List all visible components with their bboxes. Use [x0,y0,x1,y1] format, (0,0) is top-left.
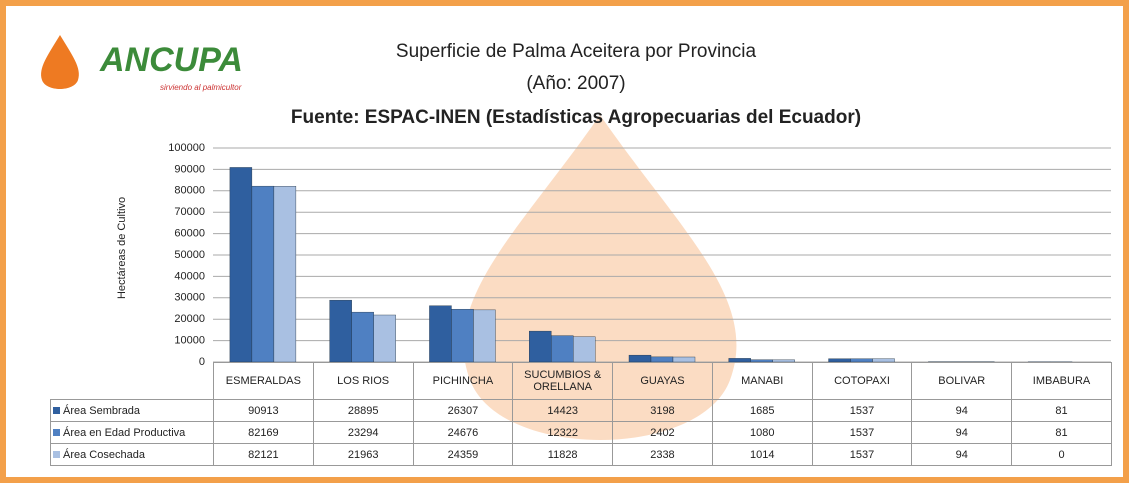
table-value: 1685 [711,399,813,422]
table-value: 90913 [213,399,314,422]
legend-entry: Área Sembrada [50,399,214,422]
y-tick-label: 20000 [174,313,205,325]
bar [551,335,574,363]
bar [429,305,452,363]
y-tick-label: 0 [199,356,205,368]
table-value: 1537 [811,421,913,444]
y-tick-label: 40000 [174,270,205,282]
table-value: 1537 [811,399,913,422]
table-value: 94 [911,399,1013,422]
x-tick-label: BOLIVAR [911,362,1013,400]
table-value: 26307 [412,399,514,422]
x-tick-label: COTOPAXI [811,362,913,400]
table-value: 2338 [612,443,713,466]
chart-title: Superficie de Palma Aceitera por Provinc… [396,41,757,62]
y-tick-label: 80000 [174,185,205,197]
table-value: 2402 [612,421,713,444]
bar [351,311,374,363]
table-value: 11828 [512,443,614,466]
bar [251,185,275,363]
table-value: 23294 [312,421,414,444]
x-tick-label: PICHINCHA [412,362,514,400]
table-value: 14423 [512,399,614,422]
y-tick-label: 90000 [174,163,205,175]
table-value: 0 [1011,443,1112,466]
bar [329,299,352,363]
bar [872,358,895,363]
table-corner [51,363,214,400]
table-value: 81 [1011,421,1112,444]
table-value: 94 [911,421,1013,444]
bar [573,336,596,363]
table-value: 28895 [312,399,414,422]
table-value: 94 [911,443,1013,466]
legend-entry: Área en Edad Productiva [50,421,214,444]
bar [529,330,552,363]
x-tick-label: IMBABURA [1011,362,1112,400]
bar [373,314,396,363]
logo-tagline: sirviendo al palmicultor [160,83,242,92]
bar [451,308,474,363]
bar [672,356,696,363]
y-tick-label: 100000 [168,142,205,154]
table-value: 24676 [412,421,514,444]
chart-source: Fuente: ESPAC-INEN (Estadísticas Agropec… [291,107,861,128]
table-value: 1537 [811,443,913,466]
legend-entry: Área Cosechada [50,443,214,466]
table-value: 3198 [612,399,713,422]
x-tick-label: MANABI [711,362,813,400]
logo-drop [41,35,79,89]
bar [473,309,496,363]
legend-key [53,428,60,436]
x-tick-label: SUCUMBIOS & ORELLANA [512,362,614,400]
y-tick-label: 30000 [174,292,205,304]
bar [273,186,297,363]
y-tick-label: 70000 [174,206,205,218]
table-value: 82169 [213,421,314,444]
bar [229,167,253,363]
x-tick-label: LOS RIOS [312,362,414,400]
table-value: 81 [1011,399,1112,422]
table-value: 1080 [711,421,813,444]
x-tick-label: GUAYAS [612,362,713,400]
x-tick-label: ESMERALDAS [213,362,314,400]
table-value: 82121 [213,443,314,466]
y-tick-label: 10000 [174,335,205,347]
legend-label: Área Sembrada [63,404,141,417]
logo-name: ANCUPA [99,41,243,79]
y-tick-label: 60000 [174,228,205,240]
data-table: ESMERALDAS LOS RIOS PICHINCHA SUCUMBIOS & O… [50,362,1112,466]
table-value: 24359 [412,443,514,466]
legend-key [53,450,60,458]
legend-key [53,406,60,414]
legend-label: Área Cosechada [63,448,145,461]
y-tick-label: 50000 [174,249,205,261]
legend-label: Área en Edad Productiva [63,426,186,439]
bar [628,354,652,363]
chart-subtitle: (Año: 2007) [526,73,625,94]
table-value: 12322 [512,421,614,444]
table-value: 1014 [711,443,813,466]
table-value: 21963 [312,443,414,466]
y-axis-label: Hectáreas de Cultivo [116,197,128,299]
